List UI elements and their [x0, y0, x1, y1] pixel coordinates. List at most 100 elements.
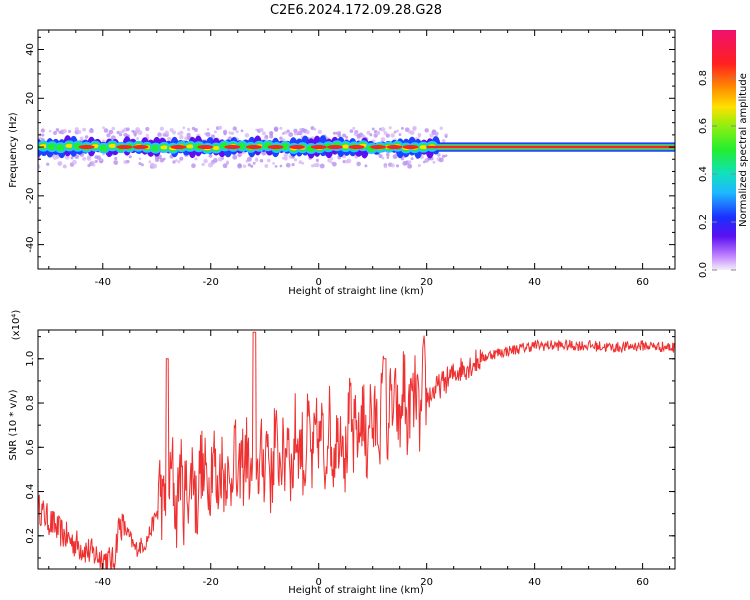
spectrogram-halo-cell — [264, 134, 269, 139]
spectrogram-halo-cell — [425, 158, 429, 162]
spectrogram-halo-cell — [386, 156, 390, 159]
spectrogram-halo-cell — [119, 130, 123, 134]
spectrogram-band — [38, 125, 675, 169]
spectrogram-halo-cell — [191, 163, 196, 169]
spectrogram-halo-cell — [145, 133, 149, 137]
spectrogram-halo-cell — [364, 164, 368, 168]
spectrogram-halo-cell — [240, 129, 244, 133]
spectrogram-cell — [186, 144, 195, 149]
spectrogram-halo-cell — [237, 163, 243, 169]
spectrogram-panel: -40 -20 0 20 40 60 -40 -20 0 20 40 Height of stra… — [8, 29, 676, 297]
spectrogram-halo-cell — [52, 130, 58, 135]
spectrogram-halo-cell — [222, 163, 228, 169]
spectrogram-halo-cell — [55, 128, 60, 132]
spectrogram-halo-cell — [108, 129, 114, 135]
spectrogram-halo-cell — [126, 159, 130, 164]
spectrogram-peak — [132, 145, 149, 150]
snr-x-tick-label: -20 — [203, 577, 219, 588]
colorbar-tick-label: 0.2 — [698, 214, 709, 230]
spectrogram-halo-cell — [375, 130, 381, 136]
spectrogram-halo-cell — [102, 152, 105, 156]
spectrogram-cell — [341, 144, 350, 149]
spectrogram-halo-cell — [400, 157, 405, 161]
spectrogram-halo-cell — [138, 157, 142, 161]
spectrogram-halo-cell — [434, 131, 438, 135]
colorbar-tick-label: 0.4 — [698, 166, 709, 182]
spectrogram-halo-cell — [125, 127, 130, 132]
spectrogram-halo-cell — [366, 130, 371, 135]
spectrogram-halo-cell — [424, 128, 429, 133]
spectrogram-halo-cell — [412, 127, 417, 131]
spectrogram-halo-cell — [305, 129, 310, 135]
spectrogram-x-tick-label: 40 — [528, 277, 541, 288]
spectrogram-halo-cell — [437, 153, 441, 157]
snr-line — [38, 331, 675, 569]
spectrogram-halo-cell — [193, 127, 198, 132]
snr-panel: -40 -20 0 20 40 60 0.2 0.4 0.6 0.8 1.0 Height of … — [8, 310, 676, 596]
spectrogram-halo-cell — [371, 127, 375, 131]
spectrogram-halo-cell — [385, 133, 390, 138]
spectrogram-halo-cell — [346, 158, 352, 164]
spectrogram-halo-cell — [331, 161, 337, 167]
spectrogram-halo-cell — [221, 156, 225, 160]
snr-y-tick-label: 0.2 — [25, 528, 36, 544]
spectrogram-halo-cell — [172, 160, 176, 164]
spectrogram-halo-cell — [128, 155, 132, 159]
spectrogram-halo-cell — [332, 131, 336, 135]
spectrogram-halo-cell — [84, 135, 89, 139]
spectrogram-halo-cell — [432, 160, 436, 164]
spectrogram-halo-cell — [439, 126, 443, 130]
spectrogram-halo-cell — [407, 163, 413, 169]
spectrogram-halo-cell — [138, 161, 142, 166]
snr-y-axis-label: SNR (10 * v/v) — [8, 389, 19, 460]
spectrogram-halo-cell — [378, 153, 383, 159]
spectrogram-halo-cell — [352, 126, 356, 130]
spectrogram-halo-cell — [223, 132, 227, 136]
snr-y-multiplier: (x10⁴) — [11, 310, 22, 341]
spectrogram-halo-cell — [111, 126, 116, 131]
spectrogram-halo-cell — [259, 158, 264, 163]
spectrogram-peak — [78, 145, 95, 150]
spectrogram-cell — [419, 145, 428, 150]
spectrogram-y-tick-label: 0 — [25, 144, 36, 150]
spectrogram-halo-cell — [298, 130, 303, 136]
spectrogram-halo-cell — [55, 154, 60, 159]
spectrogram-halo-cell — [86, 155, 92, 160]
spectrogram-halo-cell — [182, 126, 186, 130]
spectrogram-halo-cell — [72, 159, 77, 165]
spectrogram-halo-cell — [212, 158, 218, 163]
spectrogram-halo-cell — [342, 133, 347, 138]
spectrogram-cell — [47, 143, 58, 151]
spectrogram-peak — [348, 145, 365, 150]
spectrogram-x-axis-label: Height of straight line (km) — [288, 286, 424, 297]
snr-x-tick-label: 20 — [420, 577, 433, 588]
spectrogram-halo-cell — [285, 162, 291, 168]
spectrogram-halo-cell — [385, 152, 390, 157]
spectrogram-halo-cell — [136, 137, 140, 140]
spectrogram-halo-cell — [444, 135, 448, 138]
spectrogram-halo-cell — [92, 163, 96, 167]
spectrogram-halo-cell — [400, 126, 404, 130]
spectrogram-x-tick-label: 0 — [316, 277, 322, 288]
spectrogram-halo-cell — [118, 132, 123, 137]
spectrogram-halo-cell — [62, 164, 67, 169]
spectrogram-halo-cell — [171, 130, 177, 135]
spectrogram-halo-cell — [349, 129, 354, 133]
colorbar-gradient — [712, 30, 736, 270]
spectrogram-peak — [370, 145, 387, 150]
spectrogram-halo-cell — [186, 132, 191, 138]
spectrogram-halo-cell — [390, 163, 395, 168]
spectrogram-halo-cell — [175, 159, 178, 162]
spectrogram-halo-cell — [179, 134, 184, 140]
spectrogram-halo-cell — [441, 154, 446, 158]
spectrogram-halo-cell — [337, 133, 342, 138]
spectrogram-halo-cell — [317, 129, 322, 135]
colorbar-label: Normalized spectral amplitude — [738, 73, 749, 227]
spectrogram-halo-cell — [313, 127, 317, 131]
spectrogram-halo-cell — [102, 126, 105, 130]
spectrogram-halo-cell — [274, 164, 278, 168]
spectrogram-halo-cell — [395, 164, 400, 168]
snr-x-tick-label: 40 — [528, 577, 541, 588]
spectrogram-halo-cell — [70, 156, 74, 160]
